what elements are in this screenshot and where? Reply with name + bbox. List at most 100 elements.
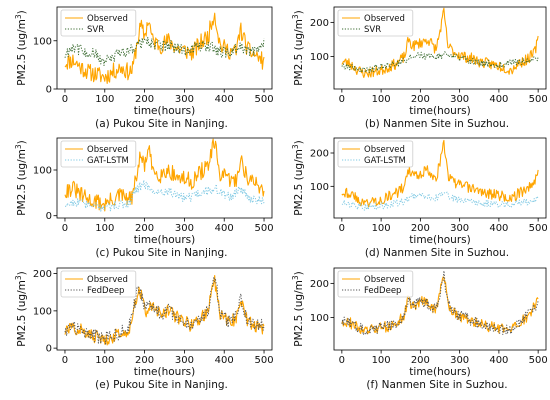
plot-frame bbox=[56, 267, 273, 351]
series-line-svr bbox=[64, 36, 265, 66]
plot-frame bbox=[56, 137, 273, 219]
x-tick-label: 400 bbox=[489, 223, 508, 234]
y-tick-label: 200 bbox=[310, 279, 329, 290]
y-tick-label: 100 bbox=[310, 52, 329, 63]
x-axis-label: time(hours) bbox=[134, 366, 195, 378]
legend-entry: SVR bbox=[87, 25, 104, 35]
subplot-caption: (b) Nanmen Site in Suzhou. bbox=[365, 118, 509, 130]
y-tick-label: 100 bbox=[310, 313, 329, 324]
x-tick-label: 0 bbox=[339, 355, 345, 366]
x-tick-label: 0 bbox=[62, 355, 68, 366]
x-tick-label: 500 bbox=[529, 94, 548, 105]
y-tick-label: 200 bbox=[310, 149, 329, 160]
x-axis-label: time(hours) bbox=[134, 105, 195, 117]
series-group bbox=[341, 139, 539, 211]
x-tick-label: 0 bbox=[339, 94, 345, 105]
series-line-observed bbox=[341, 7, 539, 79]
plot-frame bbox=[333, 137, 547, 219]
series-line-gat-lstm bbox=[65, 179, 265, 212]
y-axis-label: PM2.5 (ug/m3) bbox=[14, 10, 28, 86]
x-tick-label: 300 bbox=[175, 355, 194, 366]
plot-frame bbox=[56, 6, 273, 90]
y-tick-label: 100 bbox=[33, 306, 52, 317]
y-tick-label: 0 bbox=[46, 211, 52, 222]
x-tick-label: 500 bbox=[254, 94, 273, 105]
plot-frame bbox=[333, 267, 547, 351]
subplot-caption: (d) Nanmen Site in Suzhou. bbox=[365, 247, 509, 259]
subplot-caption: (e) Pukou Site in Nanjing. bbox=[95, 379, 228, 391]
legend-entry: SVR bbox=[364, 25, 381, 35]
legend-entry: Observed bbox=[364, 145, 405, 155]
x-axis-label: time(hours) bbox=[409, 366, 470, 378]
y-tick-label: 0 bbox=[46, 344, 52, 355]
y-axis-label: PM2.5 (ug/m3) bbox=[14, 271, 28, 347]
x-tick-label: 500 bbox=[529, 223, 548, 234]
legend-entry: FedDeep bbox=[87, 286, 124, 296]
x-tick-label: 100 bbox=[95, 223, 114, 234]
x-tick-label: 200 bbox=[135, 94, 154, 105]
subplot-caption: (a) Pukou Site in Nanjing. bbox=[95, 118, 228, 130]
legend-entry: Observed bbox=[87, 145, 128, 155]
x-tick-label: 0 bbox=[62, 223, 68, 234]
plot-frame bbox=[333, 6, 547, 90]
y-tick-label: 0 bbox=[46, 85, 52, 96]
legend-entry: Observed bbox=[87, 275, 128, 285]
x-tick-label: 400 bbox=[489, 94, 508, 105]
y-tick-label: 200 bbox=[33, 269, 52, 280]
legend-entry: Observed bbox=[364, 14, 405, 24]
y-axis-label: PM2.5 (ug/m3) bbox=[14, 140, 28, 216]
x-tick-label: 400 bbox=[215, 355, 234, 366]
x-tick-label: 100 bbox=[372, 223, 391, 234]
subplot-caption: (f) Nanmen Site in Suzhou. bbox=[366, 379, 507, 391]
x-tick-label: 500 bbox=[529, 355, 548, 366]
x-tick-label: 300 bbox=[175, 223, 194, 234]
x-tick-label: 300 bbox=[175, 94, 194, 105]
x-tick-label: 400 bbox=[215, 223, 234, 234]
x-tick-label: 100 bbox=[372, 355, 391, 366]
y-tick-label: 100 bbox=[33, 166, 52, 177]
legend-entry: GAT-LSTM bbox=[364, 156, 406, 166]
x-tick-label: 100 bbox=[372, 94, 391, 105]
y-tick-label: 200 bbox=[310, 18, 329, 29]
x-axis-label: time(hours) bbox=[134, 234, 195, 246]
x-tick-label: 0 bbox=[62, 94, 68, 105]
series-group bbox=[341, 7, 539, 79]
series-line-observed bbox=[341, 139, 539, 208]
series-group bbox=[64, 12, 265, 84]
x-tick-label: 400 bbox=[215, 94, 234, 105]
x-tick-label: 200 bbox=[411, 94, 430, 105]
chart-panel-0: 0 100 200 300 400 500 0 100 time(hours)(a) Pukou… bbox=[14, 6, 274, 130]
x-axis-label: time(hours) bbox=[409, 234, 470, 246]
series-line-gat-lstm bbox=[341, 191, 539, 211]
subplot-caption: (c) Pukou Site in Nanjing. bbox=[95, 247, 227, 259]
series-line-feddeep bbox=[64, 276, 265, 345]
x-tick-label: 100 bbox=[95, 355, 114, 366]
series-group bbox=[64, 138, 265, 212]
y-axis-label: PM2.5 (ug/m3) bbox=[291, 140, 305, 216]
legend-entry: FedDeep bbox=[364, 286, 401, 296]
legend-entry: Observed bbox=[87, 14, 128, 24]
x-tick-label: 300 bbox=[450, 223, 469, 234]
x-tick-label: 0 bbox=[339, 223, 345, 234]
x-tick-label: 200 bbox=[411, 223, 430, 234]
y-axis-label: PM2.5 (ug/m3) bbox=[291, 271, 305, 347]
legend-entry: Observed bbox=[364, 275, 405, 285]
y-tick-label: 100 bbox=[310, 182, 329, 193]
series-line-observed bbox=[64, 12, 265, 84]
x-tick-label: 200 bbox=[135, 355, 154, 366]
x-tick-label: 400 bbox=[489, 355, 508, 366]
x-tick-label: 500 bbox=[254, 355, 273, 366]
series-group bbox=[64, 274, 265, 346]
x-tick-label: 100 bbox=[95, 94, 114, 105]
legend-entry: GAT-LSTM bbox=[87, 156, 129, 166]
x-tick-label: 300 bbox=[450, 94, 469, 105]
